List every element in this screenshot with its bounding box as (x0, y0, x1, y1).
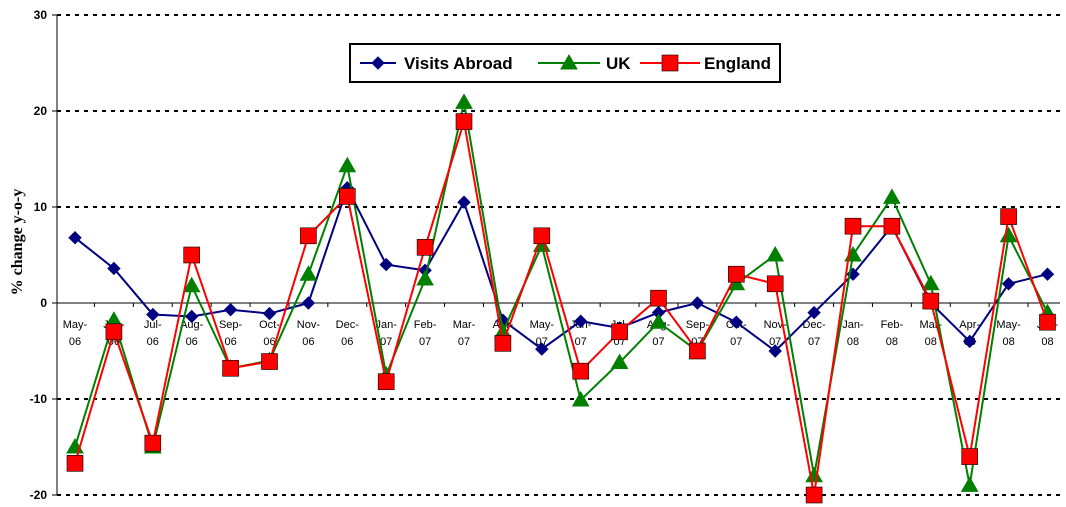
data-point-visits-abroad (457, 195, 471, 209)
series-line-england (74, 121, 1049, 496)
x-tick-label: Dec-06 (336, 319, 360, 348)
data-point-england (650, 289, 667, 307)
data-point-visits-abroad (729, 315, 744, 329)
data-point-visits-abroad (690, 296, 705, 310)
data-point-visits-abroad (768, 344, 782, 358)
data-point-visits-abroad (262, 306, 277, 321)
data-point-england (144, 434, 162, 452)
data-point-uk (571, 390, 590, 407)
legend-marker (371, 56, 385, 70)
x-tick-label: Jul-06 (144, 319, 162, 348)
x-tick-label: Oct-06 (259, 319, 280, 348)
data-point-visits-abroad (1040, 267, 1055, 281)
data-point-england (455, 113, 473, 130)
data-point-visits-abroad (379, 257, 393, 272)
data-point-england (377, 373, 395, 391)
data-point-england (105, 323, 123, 341)
legend-marker (661, 54, 679, 72)
legend-item-england: England (640, 54, 771, 73)
y-tick-label: 10 (34, 200, 48, 214)
data-point-england (416, 239, 434, 256)
data-point-visits-abroad (962, 334, 977, 349)
data-point-uk (921, 274, 940, 291)
data-point-england (844, 217, 862, 235)
data-point-england (222, 359, 239, 377)
series-england (66, 113, 1056, 504)
data-point-uk (649, 313, 668, 329)
data-point-england (766, 275, 784, 293)
y-tick-label: -20 (30, 488, 48, 502)
x-tick-label: Dec-07 (802, 319, 826, 348)
y-tick-label: 30 (34, 8, 48, 22)
x-tick-label: Feb-07 (414, 319, 437, 348)
legend-label: UK (606, 54, 631, 73)
data-point-england (805, 486, 823, 504)
data-point-england (727, 265, 745, 283)
x-tick-label: Sep-06 (219, 319, 243, 348)
data-point-england (66, 455, 84, 472)
data-point-england (883, 217, 901, 235)
y-tick-label: -10 (30, 392, 48, 406)
y-axis-label: % change y-o-y (9, 189, 26, 296)
legend-marker (560, 53, 578, 70)
data-point-uk (610, 353, 629, 370)
data-point-uk (299, 265, 318, 281)
legend-item-visits-abroad: Visits Abroad (360, 54, 513, 73)
legend: Visits Abroad UK England (349, 43, 781, 83)
data-point-england (1039, 313, 1056, 331)
data-point-england (183, 246, 200, 264)
series-lines (66, 93, 1057, 504)
data-point-england (494, 335, 512, 352)
x-tick-label: Feb-08 (881, 319, 904, 348)
data-point-visits-abroad (107, 261, 121, 276)
x-tick-label: Aug-06 (180, 319, 204, 348)
y-tick-labels: 30 20 10 0 -10 -20 (30, 8, 48, 502)
data-point-england (961, 448, 979, 465)
x-tick-label: Mar-07 (453, 319, 476, 348)
legend-label: Visits Abroad (404, 54, 513, 73)
data-point-england (611, 323, 628, 341)
data-point-visits-abroad (1001, 277, 1016, 291)
x-tick-label: Nov-06 (297, 319, 321, 348)
axes (52, 14, 1060, 496)
gridlines (57, 14, 1060, 496)
x-tick-label: May-06 (63, 319, 88, 348)
legend-label: England (704, 54, 771, 73)
data-point-uk (182, 276, 201, 293)
data-point-england (533, 227, 551, 245)
data-point-visits-abroad (68, 231, 82, 245)
x-tick-label: May-07 (530, 319, 555, 348)
data-point-uk (766, 245, 785, 262)
data-point-england (338, 188, 356, 205)
data-point-england (922, 292, 940, 310)
data-point-england (300, 227, 317, 245)
data-point-england (1000, 208, 1017, 225)
y-tick-label: 0 (40, 296, 47, 310)
legend-item-uk: UK (538, 53, 631, 73)
x-tick-label: May-08 (996, 319, 1021, 348)
x-tick-label: Jan-07 (375, 319, 397, 348)
series-uk (66, 93, 1057, 492)
data-point-uk (338, 156, 357, 173)
data-point-uk (960, 476, 979, 492)
series-line-uk (74, 102, 1049, 486)
x-tick-label: Jan-08 (842, 319, 864, 348)
y-tick-label: 20 (34, 104, 48, 118)
data-point-visits-abroad (535, 342, 549, 356)
data-point-visits-abroad (807, 305, 821, 320)
data-point-england (572, 362, 590, 380)
x-tick-label: Nov-07 (764, 319, 788, 348)
data-point-uk (455, 93, 473, 109)
data-point-visits-abroad (301, 296, 316, 310)
data-point-uk (416, 269, 434, 286)
data-point-visits-abroad (146, 307, 160, 322)
data-point-uk (883, 188, 901, 204)
data-point-visits-abroad (573, 314, 588, 328)
data-point-visits-abroad (223, 303, 238, 317)
data-point-visits-abroad (184, 309, 199, 324)
data-point-england (261, 353, 278, 370)
data-point-england (689, 342, 706, 360)
